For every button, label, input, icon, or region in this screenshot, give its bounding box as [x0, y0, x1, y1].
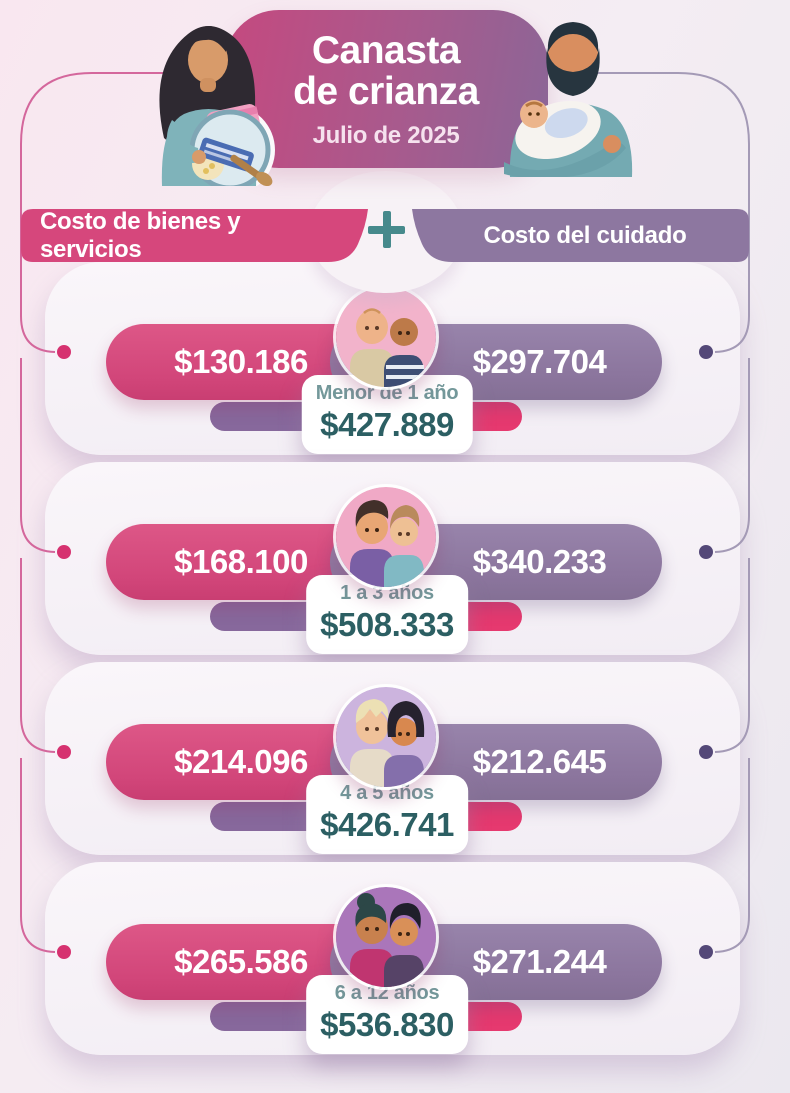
- goods-value: $265.586: [174, 943, 308, 980]
- care-value: $212.645: [472, 743, 607, 780]
- total-value: $427.889: [320, 406, 454, 443]
- care-column-header: Costo del cuidado: [483, 221, 687, 249]
- goods-value: $168.100: [174, 543, 308, 580]
- care-value: $271.244: [472, 943, 607, 980]
- toddlers-icon: [333, 484, 439, 590]
- total-card: Menor de 1 año $427.889: [301, 375, 473, 454]
- title-line1: Canasta: [311, 29, 461, 72]
- total-card: 4 a 5 años $426.741: [306, 775, 468, 854]
- age-label: 4 a 5 años: [340, 782, 434, 804]
- age-group-row: $130.186 $297.704 Menor de 1 año $427.88…: [45, 262, 740, 455]
- age-group-row: $214.096 $212.645 4 a 5 años $426.741: [45, 662, 740, 855]
- goods-value: $214.096: [174, 743, 308, 780]
- goods-column-header: Costo de bienes y servicios: [40, 207, 241, 263]
- care-value: $340.233: [472, 543, 607, 580]
- age-label: 6 a 12 años: [334, 982, 440, 1004]
- total-value: $536.830: [320, 1006, 454, 1043]
- age-group-row: $265.586 $271.244 6 a 12 años $536.830: [45, 862, 740, 1055]
- total-value: $426.741: [320, 806, 454, 843]
- babies-icon: [333, 284, 439, 390]
- preschoolers-icon: [333, 684, 439, 790]
- plus-icon: [368, 211, 405, 248]
- school-kids-icon: [333, 884, 439, 990]
- father-holding-baby-illustration: [504, 22, 633, 177]
- mother-with-basket-illustration: [159, 26, 275, 186]
- age-group-row: $168.100 $340.233 1 a 3 años $508.333: [45, 462, 740, 655]
- total-value: $508.333: [320, 606, 454, 643]
- plus-vertical-bar: [382, 211, 391, 248]
- age-label: 1 a 3 años: [340, 582, 434, 604]
- age-label: Menor de 1 año: [315, 382, 459, 404]
